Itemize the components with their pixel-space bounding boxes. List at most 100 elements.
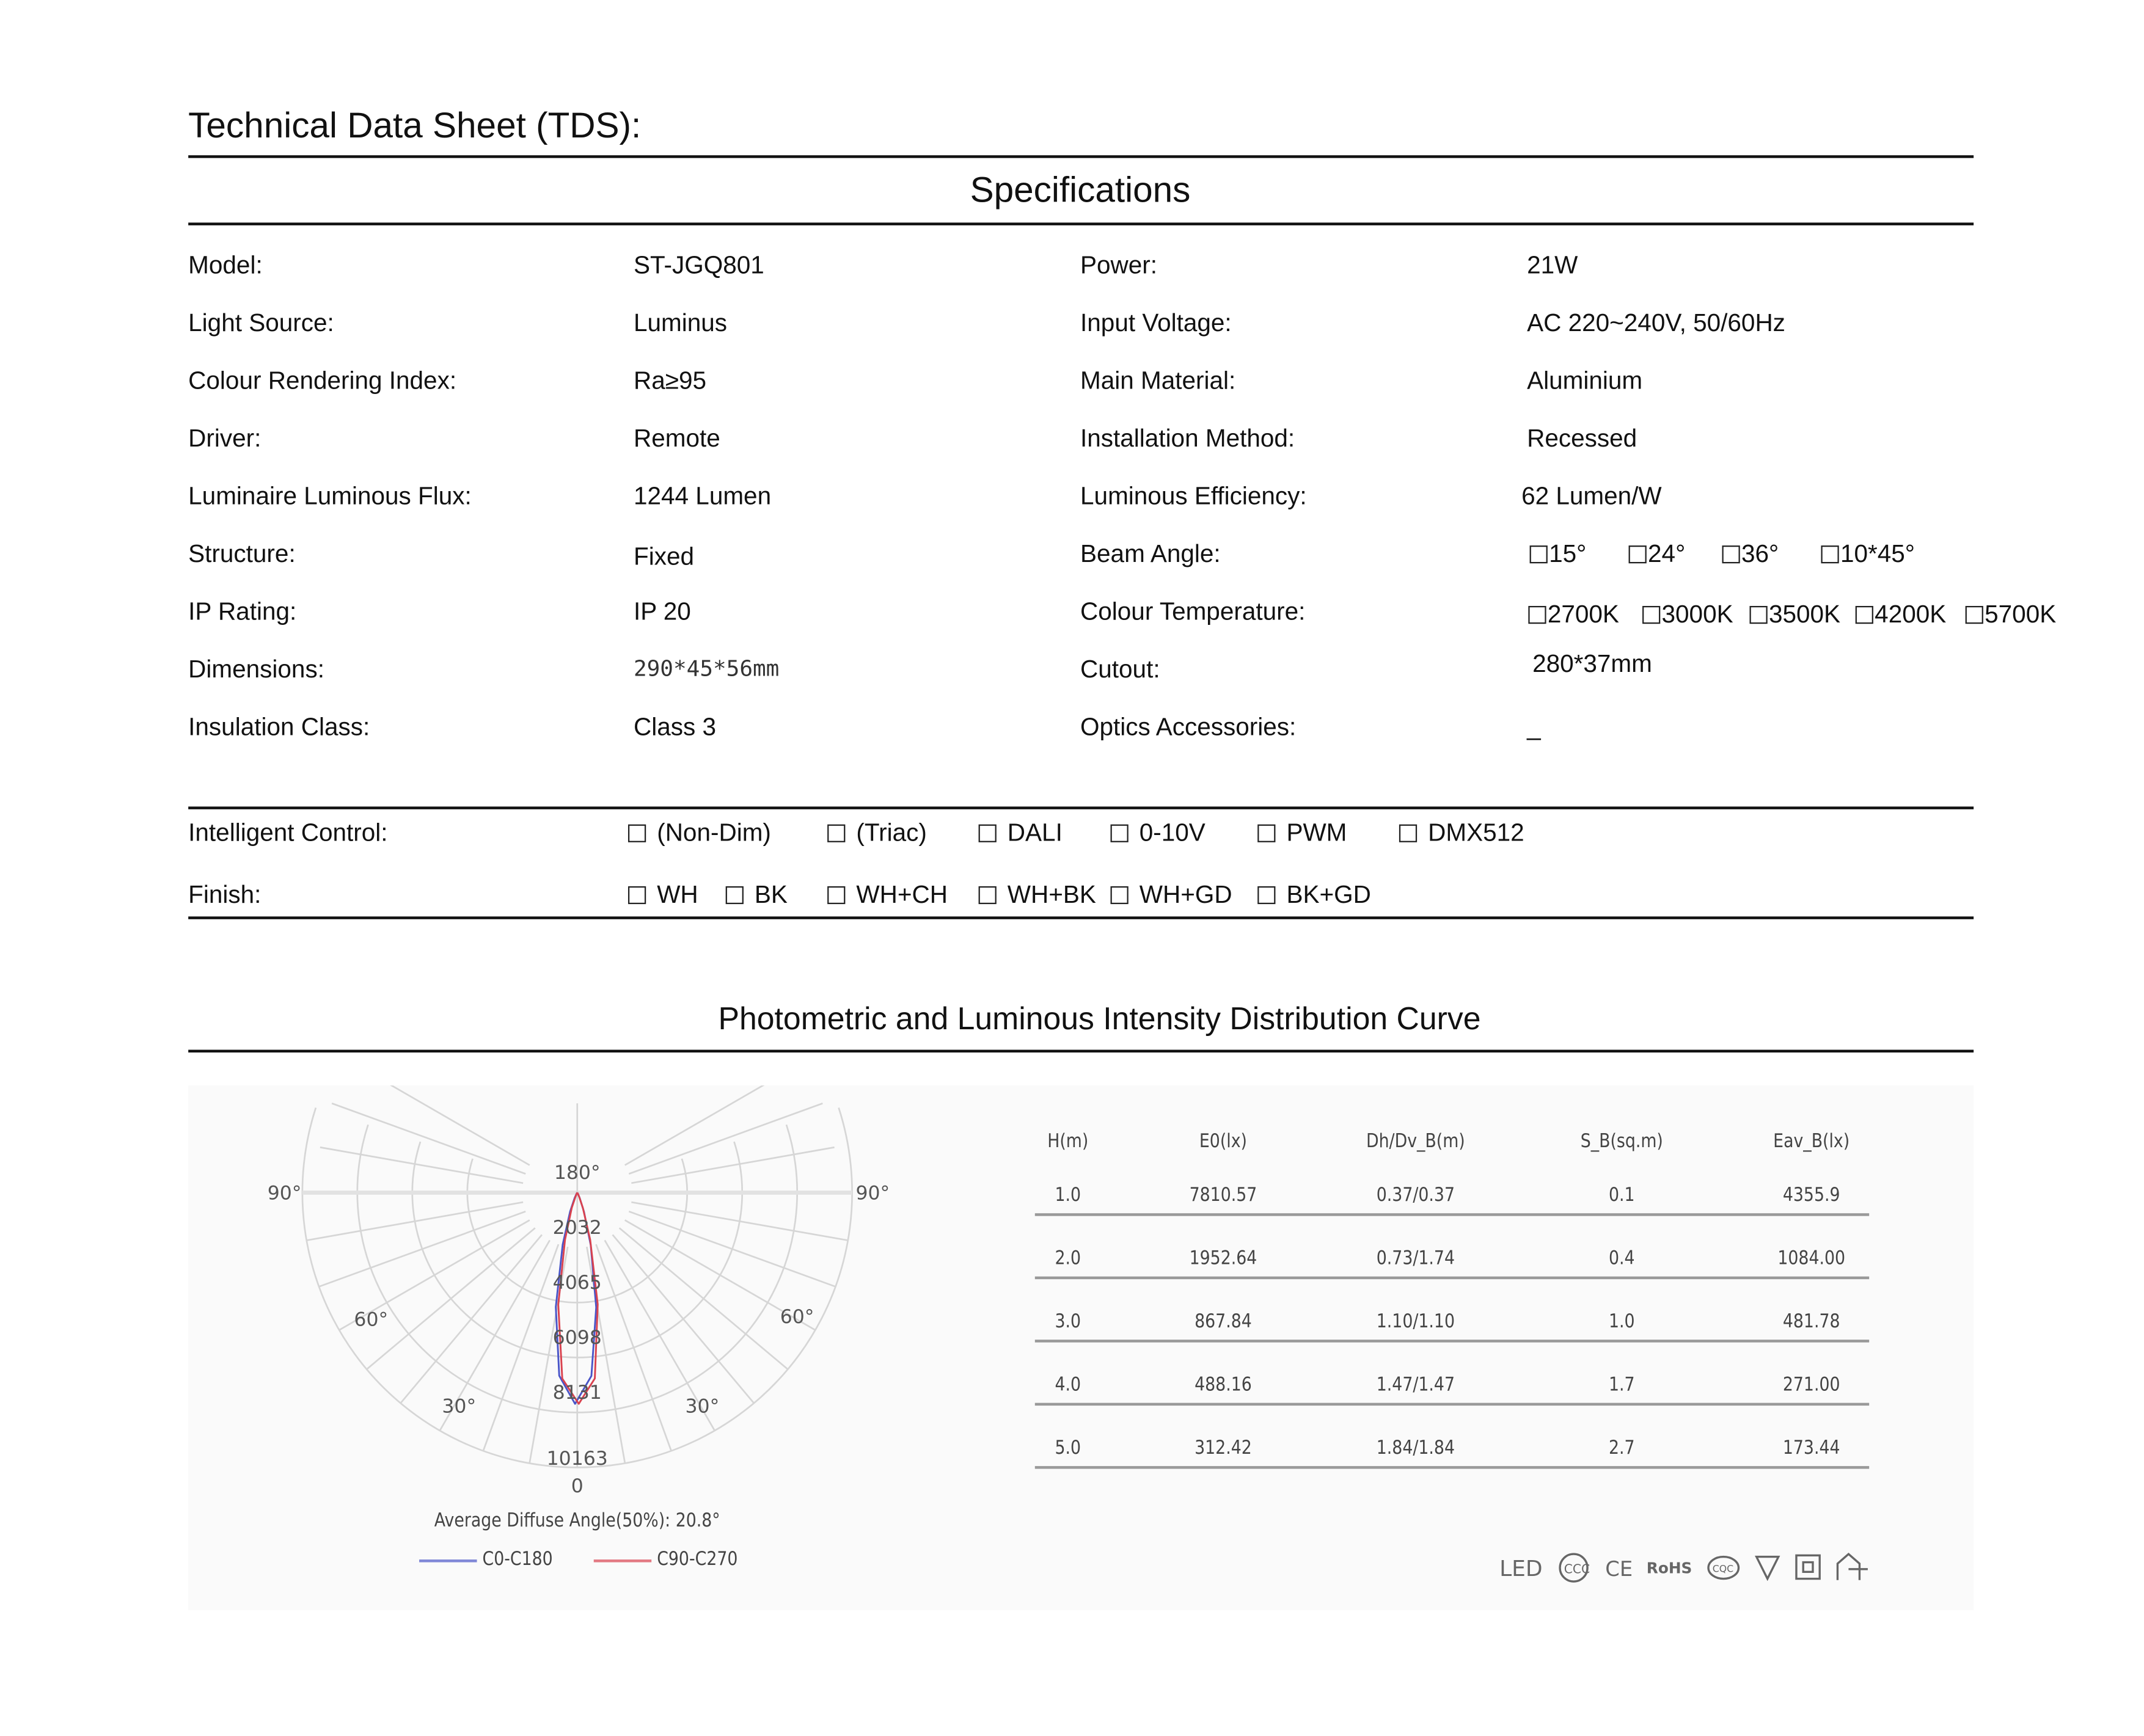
checkbox-icon[interactable]: [1110, 824, 1129, 842]
divider: [188, 916, 1974, 919]
spec-value: Remote: [633, 425, 720, 453]
checkbox-icon[interactable]: [627, 824, 646, 842]
spec-label: Beam Angle:: [1080, 540, 1221, 568]
class-ii-icon: [1795, 1554, 1821, 1580]
checkbox-icon[interactable]: [1257, 824, 1276, 842]
checkbox-icon[interactable]: [1528, 605, 1546, 624]
checkbox-icon[interactable]: [1628, 545, 1647, 564]
spec-label: Structure:: [188, 540, 296, 568]
table-header: Dh/Dv_B(m): [1366, 1131, 1465, 1153]
checkbox-icon[interactable]: [1965, 605, 1983, 624]
checkbox-icon[interactable]: [827, 886, 846, 905]
svg-text:CCC: CCC: [1564, 1562, 1590, 1577]
spec-label: IP Rating:: [188, 597, 297, 625]
option-label: 10*45°: [1840, 540, 1915, 568]
polar-spoke: [400, 1234, 543, 1404]
checkbox-icon[interactable]: [1749, 605, 1768, 624]
option-label: 15°: [1549, 540, 1587, 568]
spec-label: Power:: [1080, 251, 1158, 279]
spec-label: Colour Rendering Index:: [188, 367, 457, 395]
option-label: 36°: [1741, 540, 1779, 568]
checkbox-icon[interactable]: [627, 886, 646, 905]
checkbox-icon[interactable]: [1529, 545, 1548, 564]
intelligent-control-option[interactable]: PWM: [1257, 819, 1347, 848]
table-cell: 0.37/0.37: [1376, 1184, 1455, 1206]
polar-spoke: [618, 1227, 789, 1370]
option-checkbox[interactable]: 3500K: [1749, 600, 1840, 629]
option-checkbox[interactable]: 36°: [1722, 540, 1779, 569]
option-checkbox[interactable]: 15°: [1529, 540, 1587, 569]
option-checkbox[interactable]: 5700K: [1965, 600, 2056, 629]
polar-spoke: [624, 1085, 765, 1166]
polar-spoke: [628, 1210, 836, 1288]
diffuse-angle-annotation: Average Diffuse Angle(50%): 20.8°: [434, 1510, 720, 1533]
table-cell: 312.42: [1195, 1437, 1252, 1459]
intelligent-control-option[interactable]: 0-10V: [1110, 819, 1206, 848]
ring-label: 4065: [553, 1272, 602, 1294]
legend-label: C90-C270: [657, 1548, 738, 1571]
spec-value: 62 Lumen/W: [1521, 482, 1662, 510]
ring-label: 2032: [553, 1217, 602, 1239]
spec-value: Fixed: [633, 542, 694, 571]
finish-option[interactable]: BK+GD: [1257, 881, 1371, 910]
checkbox-icon[interactable]: [1722, 545, 1740, 564]
intelligent-control-option[interactable]: DMX512: [1399, 819, 1524, 848]
finish-option[interactable]: WH: [627, 881, 698, 910]
polar-ring: [301, 1107, 853, 1468]
checkbox-icon[interactable]: [1642, 605, 1661, 624]
spec-label: Driver:: [188, 425, 262, 453]
checkbox-icon[interactable]: [725, 886, 744, 905]
spec-value: _: [1527, 713, 1541, 741]
document-title: Technical Data Sheet (TDS):: [188, 104, 642, 146]
checkbox-icon[interactable]: [1855, 605, 1873, 624]
cqc-icon: [1707, 1555, 1740, 1580]
finish-option[interactable]: WH+GD: [1110, 881, 1232, 910]
angle-label-90-right: 90°: [855, 1183, 890, 1205]
table-cell: 1084.00: [1777, 1247, 1846, 1270]
option-checkbox[interactable]: 10*45°: [1821, 540, 1915, 569]
finish-option[interactable]: WH+CH: [827, 881, 948, 910]
spec-value: Class 3: [633, 713, 717, 741]
checkbox-icon[interactable]: [1399, 824, 1418, 842]
table-cell: 271.00: [1782, 1374, 1840, 1396]
intelligent-control-option[interactable]: (Non-Dim): [627, 819, 771, 848]
polar-spoke: [439, 1239, 551, 1431]
finish-option[interactable]: BK: [725, 881, 788, 910]
spec-label: Model:: [188, 251, 263, 279]
polar-spoke: [331, 1103, 526, 1175]
table-cell: 5.0: [1055, 1437, 1081, 1459]
option-checkbox[interactable]: 24°: [1628, 540, 1685, 569]
option-label: 0-10V: [1139, 819, 1206, 847]
option-label: WH+BK: [1007, 880, 1096, 908]
checkbox-icon[interactable]: [1110, 886, 1129, 905]
photometric-panel: [188, 1085, 1974, 1611]
spec-label: Luminous Efficiency:: [1080, 482, 1307, 510]
checkbox-icon[interactable]: [978, 886, 997, 905]
angle-label-30-left: 30°: [442, 1395, 476, 1417]
checkbox-icon[interactable]: [827, 824, 846, 842]
angle-label-0: 0: [571, 1475, 584, 1497]
option-checkbox[interactable]: 4200K: [1855, 600, 1946, 629]
table-cell: 4355.9: [1782, 1184, 1840, 1206]
angle-label-60-right: 60°: [780, 1306, 814, 1328]
spec-value: 1244 Lumen: [633, 482, 772, 510]
option-label: DALI: [1007, 819, 1063, 847]
table-cell: 488.16: [1195, 1374, 1252, 1396]
option-checkbox[interactable]: 3000K: [1642, 600, 1733, 629]
table-cell: 2.7: [1608, 1437, 1635, 1459]
table-cell: 173.44: [1782, 1437, 1840, 1459]
spec-label: Dimensions:: [188, 655, 324, 683]
spec-value: AC 220~240V, 50/60Hz: [1527, 309, 1785, 337]
spec-value: Luminus: [633, 309, 728, 337]
angle-label-180: 180°: [554, 1162, 601, 1184]
divider: [188, 155, 1974, 158]
intelligent-control-option[interactable]: DALI: [978, 819, 1063, 848]
checkbox-icon[interactable]: [1257, 886, 1276, 905]
checkbox-icon[interactable]: [978, 824, 997, 842]
intelligent-control-option[interactable]: (Triac): [827, 819, 927, 848]
polar-spoke: [318, 1210, 526, 1288]
spec-value: 290*45*56mm: [633, 655, 780, 682]
finish-option[interactable]: WH+BK: [978, 880, 1096, 910]
option-checkbox[interactable]: 2700K: [1528, 600, 1619, 629]
checkbox-icon[interactable]: [1821, 545, 1839, 564]
